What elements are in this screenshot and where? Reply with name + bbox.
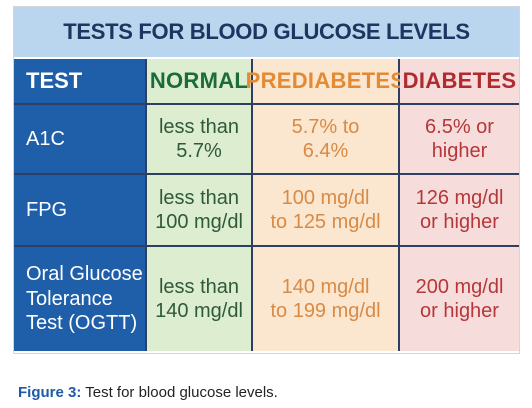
- label-line: Tolerance: [26, 287, 113, 310]
- figure-caption: Figure 3: Test for blood glucose levels.: [18, 384, 278, 401]
- header-prediabetes: PREDIABETES: [246, 59, 405, 105]
- label-line: FPG: [26, 198, 68, 221]
- cell-line: 200 mg/dl: [415, 275, 504, 298]
- header-diabetes: DIABETES: [400, 59, 519, 105]
- header-normal: NORMAL: [147, 59, 253, 105]
- cell-line: 140 mg/dl: [281, 275, 370, 298]
- table-grid: TEST NORMAL PREDIABETES DIABETES A1C les…: [14, 59, 519, 353]
- caption-text: Test for blood glucose levels.: [81, 384, 278, 401]
- cell-line: 5.7%: [176, 140, 222, 162]
- glucose-tests-table: TESTS FOR BLOOD GLUCOSE LEVELS TEST NORM…: [13, 6, 520, 354]
- cell-ogtt-normal: less than 140 mg/dl: [147, 247, 253, 351]
- row-label-text: A1C: [26, 127, 65, 151]
- label-line: Oral Glucose: [26, 263, 143, 286]
- cell-a1c-prediabetes: 5.7% to 6.4%: [253, 105, 400, 175]
- cell-line: to 199 mg/dl: [270, 300, 381, 322]
- cell-fpg-prediabetes: 100 mg/dl to 125 mg/dl: [253, 175, 400, 247]
- cell-line: 126 mg/dl: [415, 186, 504, 209]
- cell-line: to 125 mg/dl: [270, 211, 381, 233]
- row-label-fpg: FPG: [14, 175, 147, 247]
- label-line: Test (OGTT): [26, 312, 138, 335]
- label-line: A1C: [26, 127, 65, 150]
- cell-line: or higher: [420, 300, 499, 322]
- cell-line: 100 mg/dl: [155, 211, 243, 233]
- cell-fpg-normal: less than 100 mg/dl: [147, 175, 253, 247]
- cell-line: 140 mg/dl: [155, 300, 243, 322]
- cell-line: less than: [158, 115, 240, 138]
- cell-line: or higher: [420, 211, 499, 233]
- cell-line: less than: [158, 186, 240, 209]
- cell-line: 6.5% or: [425, 115, 494, 138]
- cell-a1c-diabetes: 6.5% or higher: [400, 105, 519, 175]
- row-label-text: FPG: [26, 198, 67, 222]
- cell-line: 6.4%: [302, 140, 349, 162]
- table-title: TESTS FOR BLOOD GLUCOSE LEVELS: [14, 7, 519, 59]
- caption-label: Figure 3:: [18, 384, 82, 401]
- cell-ogtt-prediabetes: 140 mg/dl to 199 mg/dl: [253, 247, 400, 351]
- cell-line: 5.7% to: [291, 115, 360, 138]
- cell-a1c-normal: less than 5.7%: [147, 105, 253, 175]
- row-label-ogtt: Oral Glucose Tolerance Test (OGTT): [14, 247, 147, 351]
- header-test: TEST: [14, 59, 147, 105]
- row-label-text: Oral Glucose Tolerance Test (OGTT): [26, 262, 143, 335]
- cell-fpg-diabetes: 126 mg/dl or higher: [400, 175, 519, 247]
- cell-ogtt-diabetes: 200 mg/dl or higher: [400, 247, 519, 351]
- cell-line: higher: [431, 140, 488, 162]
- cell-line: 100 mg/dl: [281, 186, 370, 209]
- cell-line: less than: [158, 275, 240, 298]
- row-label-a1c: A1C: [14, 105, 147, 175]
